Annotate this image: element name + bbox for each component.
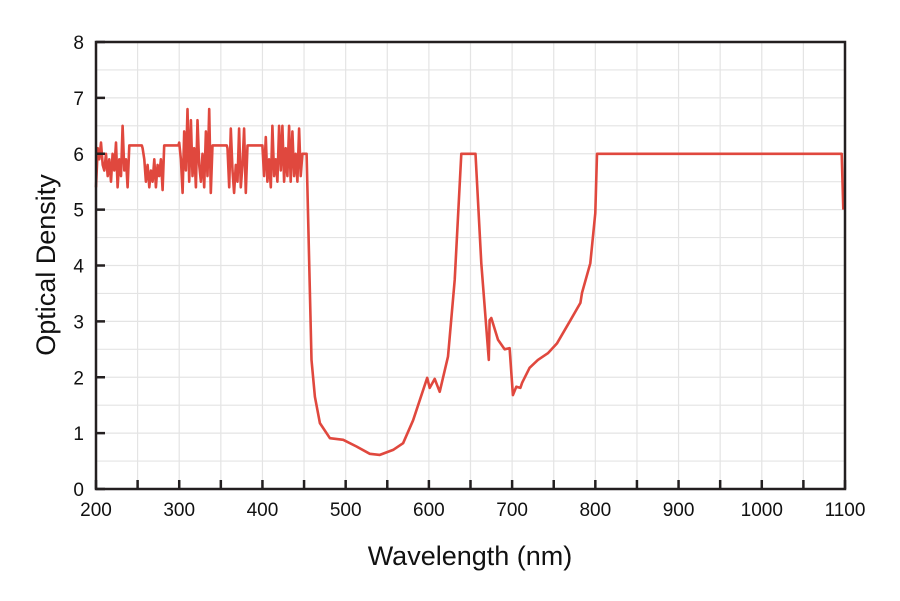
y-tick-label: 7 [73,89,84,110]
y-tick-label: 0 [73,480,84,501]
grid [95,41,846,490]
y-tick-label: 5 [73,201,84,222]
x-tick-label: 400 [247,500,279,521]
x-tick-label: 600 [413,500,445,521]
y-tick-label: 4 [73,257,84,278]
x-tick-label: 900 [663,500,695,521]
x-tick-label: 500 [330,500,362,521]
y-tick-label: 2 [73,368,84,389]
y-tick-label: 6 [73,145,84,166]
x-tick-labels: 200 300 400 500 600 700 800 900 1000 1100 [80,500,865,521]
x-tick-label: 300 [163,500,195,521]
x-tick-label: 200 [80,500,112,521]
x-tick-label: 1000 [741,500,783,521]
x-tick-label: 1100 [825,500,866,521]
ticks [94,40,847,491]
plot-area [94,107,845,457]
y-tick-labels: 0 1 2 3 4 5 6 7 8 [73,33,84,501]
y-tick-label: 8 [73,33,84,54]
x-axis-title: Wavelength (nm) [368,541,573,571]
y-axis-title: Optical Density [31,174,61,356]
x-tick-label: 800 [579,500,611,521]
y-tick-label: 3 [73,312,84,333]
y-tick-label: 1 [73,424,84,445]
series-line-optical-density [94,107,845,457]
x-tick-label: 700 [496,500,528,521]
